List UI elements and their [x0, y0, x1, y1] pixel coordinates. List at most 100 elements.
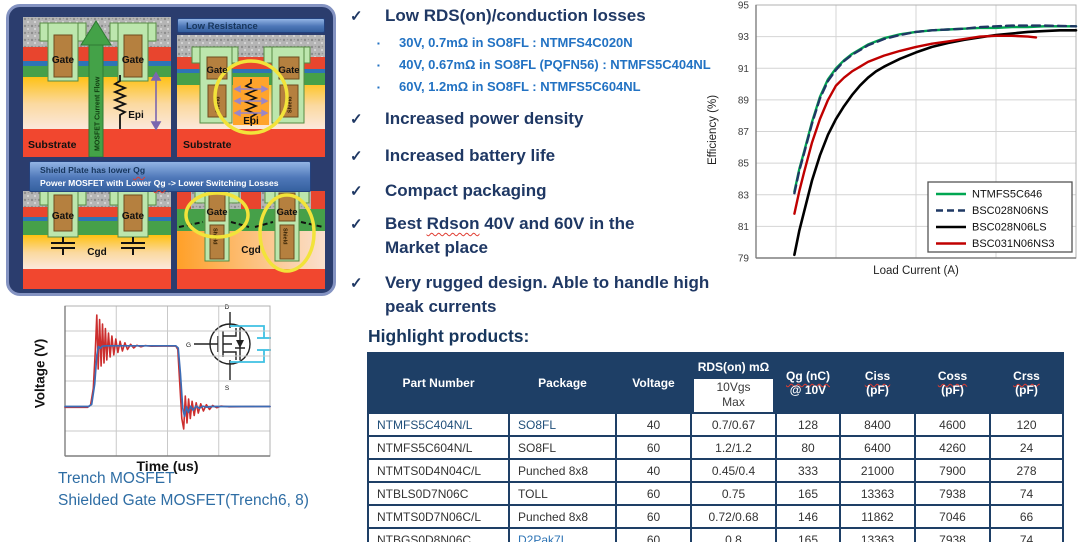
text-part: Compact packaging — [385, 181, 547, 200]
table-row: NTBGS0D8N06C D2Pak7L 60 0.8 165 13363 7938 74 — [367, 527, 1064, 542]
text-part: Package — [538, 376, 587, 390]
checkmark-icon: ✓ — [350, 216, 363, 233]
table-cell: NTMFS5C604N/L — [367, 435, 510, 460]
table-cell: 278 — [989, 458, 1064, 483]
sub-bullet-item: ▪ 40V, 0.67mΩ in SO8FL (PQFN56) : NTMFS5C… — [373, 54, 711, 76]
table-cell: 60 — [615, 435, 692, 460]
table-cell: 40 — [615, 458, 692, 483]
checkmark-icon: ✓ — [350, 275, 363, 292]
table-cell: D2Pak7L — [508, 527, 617, 542]
svg-text:91: 91 — [738, 64, 750, 75]
bullet-text: Low RDS(on)/conduction losses — [385, 4, 711, 28]
mosfet-structure-diagram: MOSFET Current Flow Gate Gate Epi Substr… — [6, 4, 336, 296]
table-cell: 80 — [775, 435, 841, 460]
table-header-cell: Ciss (pF) — [839, 352, 916, 414]
table-cell: 165 — [775, 481, 841, 506]
table-cell: 146 — [775, 504, 841, 529]
table-cell: 4600 — [914, 412, 991, 437]
table-cell: SO8FL — [508, 412, 617, 437]
text-part: -> Lower Switching Losses — [165, 178, 279, 188]
snubber-capacitor-icon — [230, 325, 271, 363]
square-bullet-icon: ▪ — [377, 61, 380, 70]
table-cell: 7900 — [914, 458, 991, 483]
table-cell: NTMFS5C404N/L — [367, 412, 510, 437]
table-header-cell: Crss (pF) — [989, 352, 1064, 414]
table-header-cell: Part Number — [367, 352, 510, 414]
gate-label: Gate — [206, 65, 227, 76]
text-part: (pF) — [941, 383, 964, 397]
text-part: Increased battery life — [385, 146, 556, 165]
gate-label: Gate — [278, 65, 299, 76]
sub-bullet-text: 30V, 0.7mΩ in SO8FL : NTMFS4C020N — [399, 35, 633, 50]
table-cell: 128 — [775, 412, 841, 437]
efficiency-chart-block: Efficiency (%) 0510152079818385878991939… — [698, 0, 1080, 282]
table-cell: SO8FL — [508, 435, 617, 460]
bullet-text: Very rugged design. Able to handle high … — [385, 271, 725, 319]
table-cell: Punched 8x8 — [508, 504, 617, 529]
bullet-item: ✓ Very rugged design. Able to handle high… — [343, 271, 739, 319]
table-cell: 24 — [989, 435, 1064, 460]
table-cell: 333 — [775, 458, 841, 483]
text-part: Part Number — [402, 376, 475, 390]
source-label: S — [225, 385, 230, 392]
svg-text:BSC028N06LS: BSC028N06LS — [972, 222, 1047, 234]
table-cell: 60 — [615, 527, 692, 542]
table-cell: 7046 — [914, 504, 991, 529]
drain-label: D — [225, 304, 230, 311]
cgd-label: Cgd — [87, 247, 106, 258]
bullet-text: Compact packaging — [385, 179, 547, 203]
table-cell: 13363 — [839, 527, 916, 542]
switching-waveform-block: Voltage (V) D G S Time — [30, 292, 342, 538]
wavy-underlined-text: Qg — [153, 178, 166, 188]
diagram-panel-current-flow: MOSFET Current Flow Gate Gate Epi Substr… — [23, 17, 171, 157]
bullet-item: ✓ Increased battery life — [343, 144, 739, 168]
table-cell: 74 — [989, 481, 1064, 506]
table-cell: 40 — [615, 412, 692, 437]
svg-text:79: 79 — [738, 254, 750, 263]
text-part: RDS(on) mΩ — [697, 359, 770, 374]
efficiency-chart: 05101520798183858789919395NTMFS5C646BSC0… — [738, 1, 1078, 263]
efficiency-x-axis-label: Load Current (A) — [873, 265, 959, 277]
svg-text:87: 87 — [738, 127, 750, 138]
bullet-text: Best Rdson 40V and 60V in the Market pla… — [385, 212, 680, 260]
bullet-item: ✓ Best Rdson 40V and 60V in the Market pl… — [343, 212, 739, 260]
bullet-text: Increased power density — [385, 107, 583, 131]
highlight-products-table: Part Number Package Voltage RDS(on) mΩ 10Vgs… — [367, 352, 1064, 542]
table-cell: Punched 8x8 — [508, 458, 617, 483]
table-header-cell: Voltage — [615, 352, 692, 414]
text-part: @ 10V — [789, 383, 827, 397]
mosfet-symbol-icon — [194, 312, 271, 380]
substrate-label: Substrate — [28, 139, 77, 151]
capacitor-icon — [51, 237, 145, 255]
wavy-underlined-text: Crss — [1013, 369, 1040, 383]
resistor-icon — [112, 75, 128, 129]
gate-label: Gate — [206, 207, 227, 218]
diagram-panel-shield-cgd: Shield Shield Gate Gate Cgd — [177, 191, 325, 289]
table-cell: TOLL — [508, 481, 617, 506]
waveform-caption-shielded: Shielded Gate MOSFET(Trench6, 8) — [58, 492, 309, 509]
table-cell: 74 — [989, 527, 1064, 542]
bullet-item: ✓ Low RDS(on)/conduction losses ▪ 30V, 0.7m… — [343, 4, 739, 98]
gate-label: Gate — [52, 211, 75, 222]
highlight-circle-icon — [213, 59, 289, 135]
text-part: Power MOSFET with Lower — [40, 178, 154, 188]
sub-bullet-text: 40V, 0.67mΩ in SO8FL (PQFN56) : NTMFS5C4… — [399, 57, 711, 72]
waveform-x-axis-label: Time (us) — [136, 458, 199, 474]
highlight-ellipse-icon — [258, 193, 316, 273]
svg-text:89: 89 — [738, 95, 750, 106]
svg-text:NTMFS5C646: NTMFS5C646 — [972, 189, 1042, 201]
text-part: Voltage — [632, 376, 675, 390]
gate-label: Gate — [122, 211, 145, 222]
table-cell: 4260 — [914, 435, 991, 460]
table-cell: 1.2/1.2 — [690, 435, 777, 460]
epi-label: Epi — [128, 110, 144, 121]
table-cell: 7938 — [914, 527, 991, 542]
table-cell: NTMTS0D7N06C/L — [367, 504, 510, 529]
table-cell: 7938 — [914, 481, 991, 506]
table-cell: 66 — [989, 504, 1064, 529]
substrate-label: Substrate — [183, 139, 232, 151]
feature-bullet-list: ✓ Low RDS(on)/conduction losses ▪ 30V, 0.7m… — [343, 0, 739, 319]
text-part: Best — [385, 214, 427, 233]
current-flow-label: MOSFET Current Flow — [95, 76, 102, 151]
